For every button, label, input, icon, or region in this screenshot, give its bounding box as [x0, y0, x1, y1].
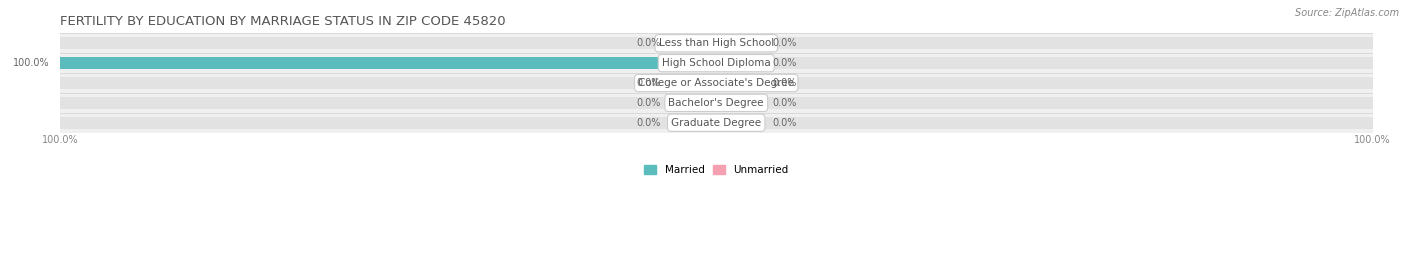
- Bar: [716, 37, 762, 49]
- Bar: [60, 113, 1372, 133]
- Bar: [671, 37, 716, 49]
- Text: Source: ZipAtlas.com: Source: ZipAtlas.com: [1295, 8, 1399, 18]
- Bar: [60, 77, 1372, 89]
- Text: 0.0%: 0.0%: [772, 118, 796, 128]
- Bar: [716, 77, 762, 89]
- Text: 0.0%: 0.0%: [772, 78, 796, 88]
- Text: 0.0%: 0.0%: [772, 98, 796, 108]
- Bar: [60, 57, 1372, 69]
- Bar: [716, 116, 762, 129]
- Text: 0.0%: 0.0%: [772, 38, 796, 48]
- Bar: [60, 57, 716, 69]
- Text: 0.0%: 0.0%: [636, 98, 661, 108]
- Bar: [60, 116, 1372, 129]
- Text: Bachelor's Degree: Bachelor's Degree: [668, 98, 763, 108]
- Text: 0.0%: 0.0%: [636, 118, 661, 128]
- Text: 100.0%: 100.0%: [13, 58, 51, 68]
- Bar: [60, 37, 1372, 49]
- Bar: [671, 77, 716, 89]
- Bar: [716, 97, 762, 109]
- Bar: [716, 57, 762, 69]
- Text: 0.0%: 0.0%: [636, 38, 661, 48]
- Text: Graduate Degree: Graduate Degree: [671, 118, 761, 128]
- Bar: [60, 93, 1372, 113]
- Bar: [60, 33, 1372, 53]
- Text: 0.0%: 0.0%: [772, 58, 796, 68]
- Bar: [60, 53, 1372, 73]
- Bar: [671, 116, 716, 129]
- Legend: Married, Unmarried: Married, Unmarried: [640, 161, 793, 179]
- Text: 0.0%: 0.0%: [636, 78, 661, 88]
- Text: High School Diploma: High School Diploma: [662, 58, 770, 68]
- Bar: [60, 97, 1372, 109]
- Text: Less than High School: Less than High School: [658, 38, 773, 48]
- Text: College or Associate's Degree: College or Associate's Degree: [638, 78, 794, 88]
- Text: FERTILITY BY EDUCATION BY MARRIAGE STATUS IN ZIP CODE 45820: FERTILITY BY EDUCATION BY MARRIAGE STATU…: [60, 15, 505, 28]
- Bar: [60, 73, 1372, 93]
- Bar: [671, 97, 716, 109]
